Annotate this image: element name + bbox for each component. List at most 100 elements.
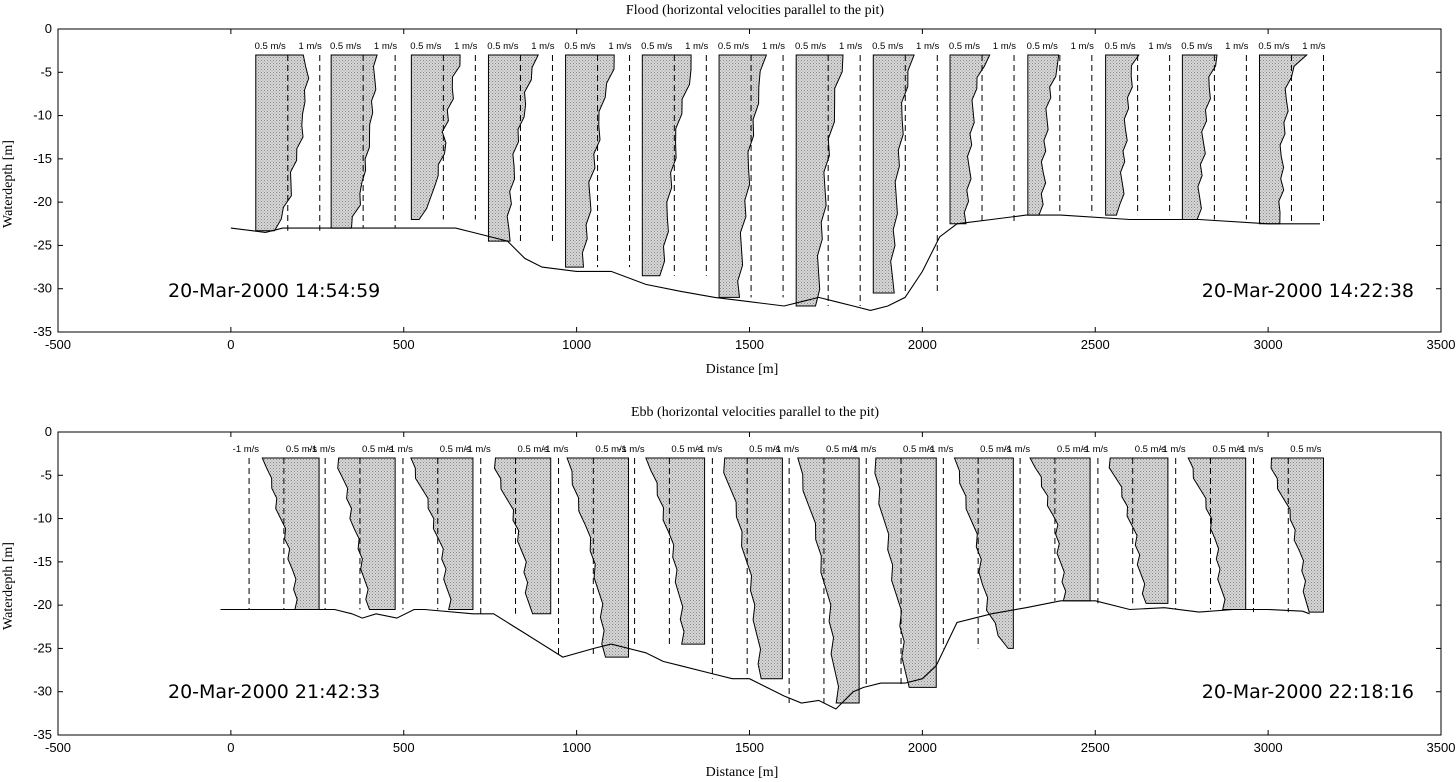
flood-scale-label: 1 m/s xyxy=(299,41,322,52)
flood-velocity-profile: 0.5 m/s 1 m/s xyxy=(1181,41,1249,221)
ebb-velocity-profile: -1 m/s 0.5 m/s xyxy=(1004,444,1091,602)
ebb-profile-area xyxy=(1187,457,1247,611)
ebb-ticks: -500 0 500 1000 1500 2000 2500 3000 3500 0 -5 -10 -1… xyxy=(33,424,1455,755)
flood-xtick-label: 3000 xyxy=(1254,337,1283,352)
flood-end-time: 20-Mar-2000 14:22:38 xyxy=(1202,280,1414,302)
ebb-scale-label: 0.5 m/s xyxy=(1212,444,1243,455)
ebb-scale-label: -1 m/s xyxy=(773,444,800,455)
flood-panel: Flood (horizontal velocities parallel to… xyxy=(1,3,1455,377)
flood-xtick-label: 2000 xyxy=(908,337,937,352)
ebb-scale-label: 0.5 m/s xyxy=(286,444,317,455)
flood-ytick-label: 0 xyxy=(45,21,52,36)
ebb-xtick-label: 3000 xyxy=(1254,740,1283,755)
flood-scale-label: 0.5 m/s xyxy=(1104,41,1135,52)
flood-xtick-label: 1500 xyxy=(735,337,764,352)
ebb-marks: -1 m/s 0.5 m/s-1 m/s 0.5 m/s-1 m/s 0.5 m/s-… xyxy=(220,444,1324,710)
ebb-title: Ebb (horizontal velocities parallel to t… xyxy=(631,405,879,420)
flood-profile-area xyxy=(718,54,768,298)
flood-profile-area xyxy=(795,54,844,307)
flood-scale-label: 0.5 m/s xyxy=(487,41,518,52)
flood-axes-frame xyxy=(57,28,1442,333)
ebb-profile-area xyxy=(261,457,320,611)
flood-profile-area xyxy=(410,54,461,221)
ebb-profile-area xyxy=(1108,457,1169,604)
ebb-scale-label: 0.5 m/s xyxy=(826,444,857,455)
flood-profile-area xyxy=(1181,54,1218,221)
ebb-profile-area xyxy=(566,457,630,658)
flood-ytick-label: -15 xyxy=(33,151,52,166)
ebb-velocity-profile: -1 m/s 0.5 m/s xyxy=(387,444,474,611)
ebb-scale-label: 0.5 m/s xyxy=(749,444,780,455)
ebb-velocity-profile: -1 m/s 0.5 m/s xyxy=(542,444,630,658)
ebb-scale-label: 0.5 m/s xyxy=(1057,444,1088,455)
flood-scale-label: 0.5 m/s xyxy=(795,41,826,52)
flood-velocity-profile: 0.5 m/s 1 m/s xyxy=(1258,41,1326,225)
flood-scale-label: 1 m/s xyxy=(374,41,397,52)
ebb-xtick-label: 2500 xyxy=(1081,740,1110,755)
flood-profile-area xyxy=(487,54,540,242)
ebb-ytick-label: -20 xyxy=(33,597,52,612)
ebb-velocity-profile: -1 m/s 0.5 m/s xyxy=(464,444,552,615)
flood-xtick-label: -500 xyxy=(45,337,71,352)
ebb-scale-label: 0.5 m/s xyxy=(1135,444,1166,455)
ebb-ytick-label: -30 xyxy=(33,684,52,699)
flood-title: Flood (horizontal velocities parallel to… xyxy=(626,3,884,18)
flood-velocity-profile: 0.5 m/s 1 m/s xyxy=(255,41,322,232)
ebb-scale-label: -1 m/s xyxy=(542,444,569,455)
ebb-scale-label: 0.5 m/s xyxy=(595,444,626,455)
ebb-scale-label: -1 m/s xyxy=(464,444,491,455)
flood-scale-label: 0.5 m/s xyxy=(1181,41,1212,52)
flood-profile-area xyxy=(949,54,991,225)
ebb-velocity-profile: -1 m/s 0.5 m/s xyxy=(618,444,706,645)
ebb-scale-label: -1 m/s xyxy=(618,444,645,455)
flood-velocity-profile: 0.5 m/s 1 m/s xyxy=(718,41,785,298)
ebb-end-time: 20-Mar-2000 22:18:16 xyxy=(1202,681,1414,703)
ebb-scale-label: 0.5 m/s xyxy=(440,444,471,455)
flood-xtick-label: 500 xyxy=(393,337,415,352)
ebb-scale-label: 0.5 m/s xyxy=(980,444,1011,455)
flood-profile-area xyxy=(1027,54,1060,216)
ebb-ytick-label: -25 xyxy=(33,640,52,655)
ebb-start-time: 20-Mar-2000 21:42:33 xyxy=(168,681,380,703)
flood-scale-label: 1 m/s xyxy=(839,41,862,52)
flood-profile-area xyxy=(565,54,615,268)
ebb-ytick-label: -35 xyxy=(33,727,52,742)
flood-scale-label: 1 m/s xyxy=(454,41,477,52)
flood-scale-label: 1 m/s xyxy=(1302,41,1325,52)
ebb-scale-label: -1 m/s xyxy=(387,444,414,455)
ebb-profile-area xyxy=(337,457,396,611)
flood-start-time: 20-Mar-2000 14:54:59 xyxy=(168,280,380,302)
ebb-axes-frame xyxy=(57,431,1442,736)
flood-ytick-label: -10 xyxy=(33,108,52,123)
ebb-ylabel: Waterdepth [m] xyxy=(1,542,16,630)
ebb-ytick-label: -15 xyxy=(33,554,52,569)
flood-scale-label: 1 m/s xyxy=(531,41,554,52)
ebb-profile-area xyxy=(723,457,783,680)
flood-scale-label: 1 m/s xyxy=(608,41,631,52)
ebb-scale-label: -1 m/s xyxy=(1237,444,1264,455)
flood-scale-label: 0.5 m/s xyxy=(949,41,980,52)
ebb-scale-label: -1 m/s xyxy=(309,444,336,455)
ebb-xtick-label: 3500 xyxy=(1427,740,1456,755)
flood-velocity-profile: 0.5 m/s 1 m/s xyxy=(1027,41,1094,216)
flood-bed-profile xyxy=(230,214,1320,311)
ebb-scale-label: 0.5 m/s xyxy=(362,444,393,455)
ebb-scale-label: 0.5 m/s xyxy=(671,444,702,455)
flood-velocity-profile: 0.5 m/s 1 m/s xyxy=(564,41,632,268)
ebb-scale-label: -1 m/s xyxy=(1159,444,1186,455)
ebb-profile-area xyxy=(645,457,706,645)
ebb-scale-label: -1 m/s xyxy=(233,444,260,455)
flood-scale-label: 0.5 m/s xyxy=(718,41,749,52)
flood-velocity-profile: 0.5 m/s 1 m/s xyxy=(872,41,940,294)
ebb-profile-area xyxy=(797,457,860,704)
flood-xtick-label: 2500 xyxy=(1081,337,1110,352)
flood-ytick-label: -25 xyxy=(33,237,52,252)
ebb-velocity-profile: -1 m/s 0.5 m/s xyxy=(309,444,396,611)
flood-xtick-label: 1000 xyxy=(562,337,591,352)
ebb-velocity-profile: -1 m/s 0.5 m/s xyxy=(1237,444,1324,613)
ebb-velocity-profile: -1 m/s 0.5 m/s xyxy=(696,444,783,680)
flood-velocity-profile: 0.5 m/s 1 m/s xyxy=(410,41,478,221)
flood-profile-area xyxy=(1105,54,1140,216)
ebb-scale-label: 0.5 m/s xyxy=(518,444,549,455)
